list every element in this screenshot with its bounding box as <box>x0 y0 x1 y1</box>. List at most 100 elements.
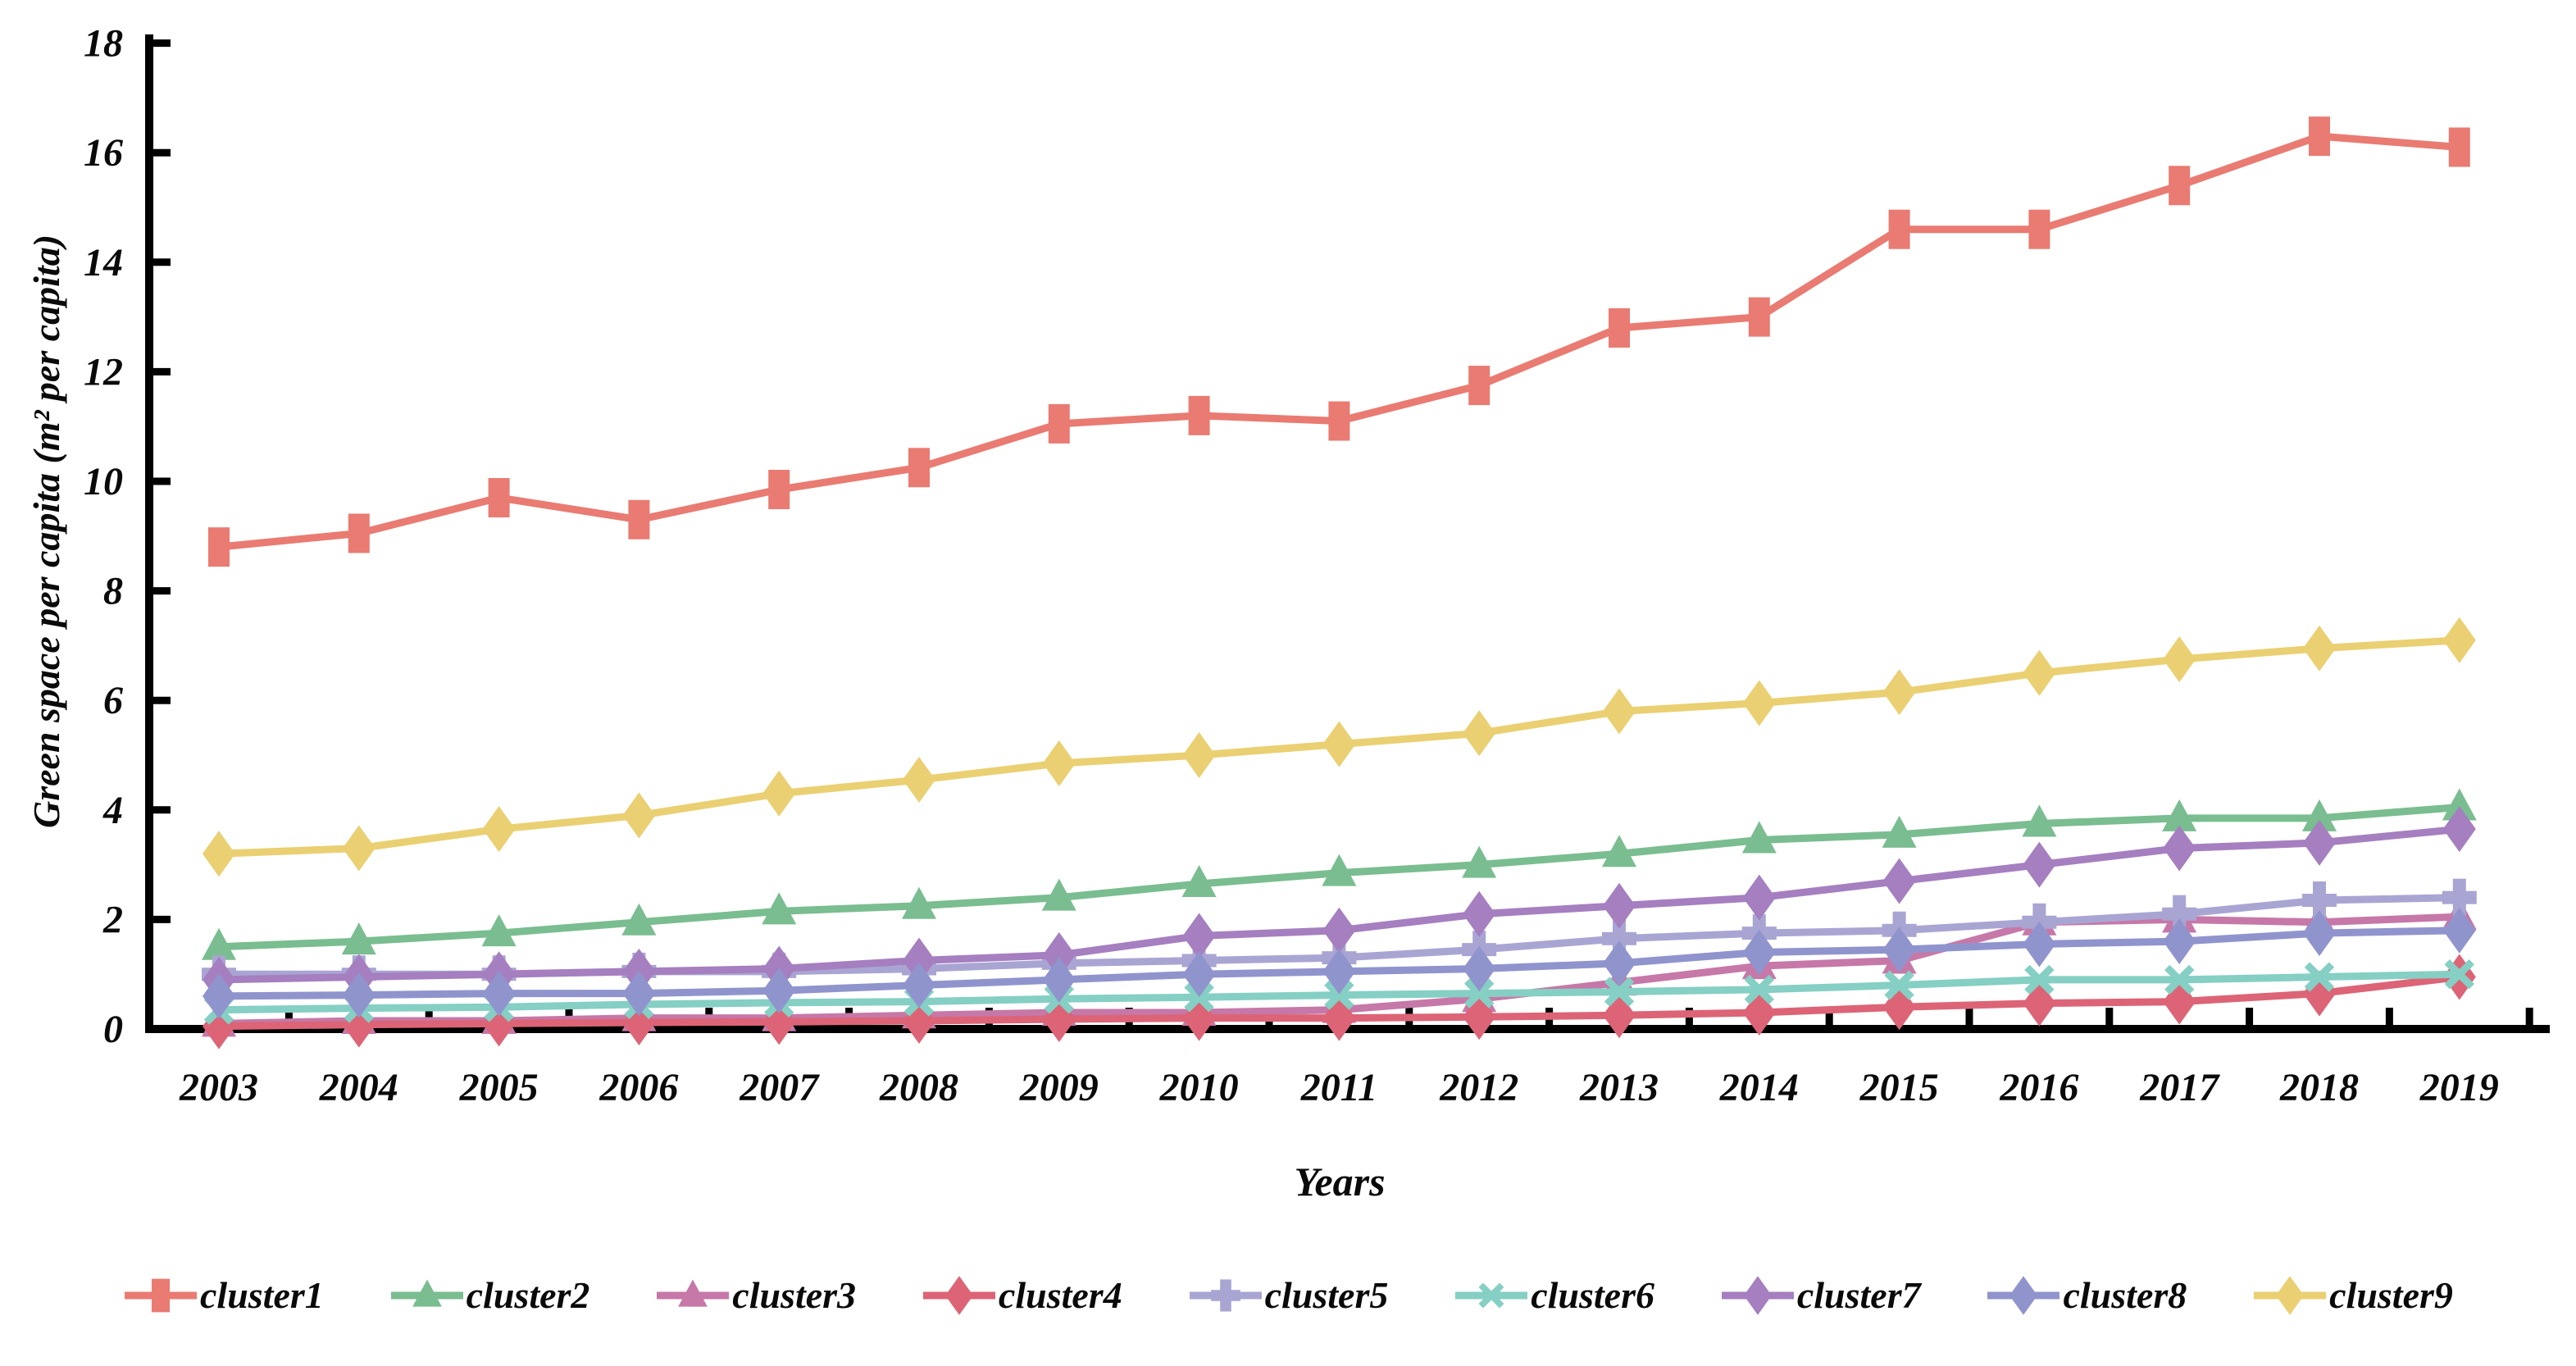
marker <box>1602 931 1636 945</box>
marker <box>762 770 796 817</box>
y-tick-label: 8 <box>103 570 123 613</box>
marker <box>2442 907 2476 954</box>
legend-item-cluster9: cluster9 <box>2252 1269 2453 1322</box>
marker <box>1463 945 1496 992</box>
marker <box>341 922 376 955</box>
legend-marker-diamond-icon <box>1721 1276 1794 1315</box>
legend-marker-diamond-icon <box>1987 1276 2060 1315</box>
legend-item-cluster1: cluster1 <box>123 1269 324 1322</box>
marker <box>1462 845 1497 878</box>
marker <box>903 937 935 984</box>
marker <box>622 792 656 839</box>
marker <box>2163 825 2196 872</box>
marker <box>1188 395 1210 435</box>
marker <box>203 831 235 877</box>
marker <box>342 972 375 1018</box>
marker <box>2303 819 2336 866</box>
marker <box>1741 821 1777 854</box>
marker <box>2024 964 2055 995</box>
marker <box>1882 927 1916 973</box>
marker <box>1748 297 1770 337</box>
marker <box>2448 127 2470 167</box>
legend-item-cluster8: cluster8 <box>1986 1269 2187 1322</box>
legend-item-cluster4: cluster4 <box>922 1269 1122 1322</box>
y-tick-label: 18 <box>84 22 123 66</box>
marker <box>348 513 370 553</box>
marker <box>903 757 935 804</box>
legend-label: cluster2 <box>466 1274 590 1316</box>
x-tick-label: 2017 <box>2139 1066 2220 1109</box>
marker <box>2009 1276 2038 1315</box>
marker <box>1602 835 1636 867</box>
x-tick-label: 2007 <box>739 1066 820 1109</box>
marker <box>2163 636 2196 683</box>
marker <box>1884 970 1914 1000</box>
legend-marker-plus-icon <box>1189 1279 1262 1312</box>
x-tick-label: 2019 <box>2419 1066 2499 1109</box>
marker <box>1604 977 1635 1007</box>
marker <box>2022 804 2057 837</box>
x-tick-label: 2013 <box>1579 1066 1659 1109</box>
marker <box>2304 962 2335 992</box>
x-tick-label: 2016 <box>1999 1066 2078 1109</box>
marker <box>1742 929 1776 976</box>
marker <box>2164 964 2195 995</box>
marker <box>2442 617 2476 663</box>
marker <box>1742 874 1776 921</box>
legend-label: cluster5 <box>1264 1274 1389 1316</box>
marker <box>2023 921 2056 968</box>
marker <box>2162 799 2197 831</box>
x-tick-label: 2008 <box>879 1066 958 1109</box>
legend-item-cluster3: cluster3 <box>655 1269 856 1322</box>
marker <box>622 970 656 1017</box>
series-line-cluster1 <box>215 132 2464 551</box>
marker <box>2444 959 2474 990</box>
legend-marker-triangle-icon <box>657 1279 730 1307</box>
marker <box>2442 806 2476 853</box>
y-tick-label: 6 <box>103 679 123 722</box>
marker <box>342 825 375 872</box>
marker <box>2442 890 2477 904</box>
series-cluster2 <box>202 788 2477 960</box>
y-tick-label: 2 <box>102 898 123 941</box>
marker <box>2023 841 2056 888</box>
legend-item-cluster6: cluster6 <box>1454 1269 1654 1322</box>
x-tick-label: 2009 <box>1019 1066 1099 1109</box>
marker <box>1042 931 1076 978</box>
marker <box>1882 858 1916 904</box>
marker <box>202 927 236 960</box>
legend-label: cluster4 <box>998 1274 1122 1316</box>
marker <box>1184 982 1214 1013</box>
marker <box>1322 721 1356 767</box>
marker <box>1210 1290 1240 1301</box>
marker <box>902 886 936 919</box>
marker <box>2169 166 2191 206</box>
marker <box>1182 951 1216 998</box>
marker <box>2023 649 2056 696</box>
marker <box>2302 894 2337 908</box>
y-axis-title: Green space per capita (m² per capita) <box>25 234 67 828</box>
legend-item-cluster7: cluster7 <box>1720 1269 1921 1322</box>
marker <box>908 448 930 488</box>
marker <box>2303 625 2336 672</box>
marker <box>151 1278 171 1313</box>
legend-label: cluster8 <box>2063 1274 2187 1316</box>
y-tick-label: 16 <box>84 131 123 175</box>
y-tick-label: 0 <box>103 1008 123 1051</box>
marker <box>2163 978 2196 1025</box>
marker <box>768 470 790 510</box>
marker <box>1048 403 1070 444</box>
x-tick-label: 2004 <box>319 1066 398 1109</box>
legend-label: cluster6 <box>1531 1274 1654 1316</box>
series-layer <box>202 116 2477 1050</box>
series-cluster1 <box>208 116 2470 567</box>
series-cluster6 <box>203 959 2474 1025</box>
marker <box>1324 980 1354 1010</box>
marker <box>1478 1282 1504 1309</box>
legend-label: cluster9 <box>2329 1274 2453 1316</box>
series-cluster9 <box>203 617 2476 877</box>
x-tick-label: 2012 <box>1439 1066 1518 1109</box>
marker <box>621 903 657 936</box>
marker <box>1322 948 1356 995</box>
